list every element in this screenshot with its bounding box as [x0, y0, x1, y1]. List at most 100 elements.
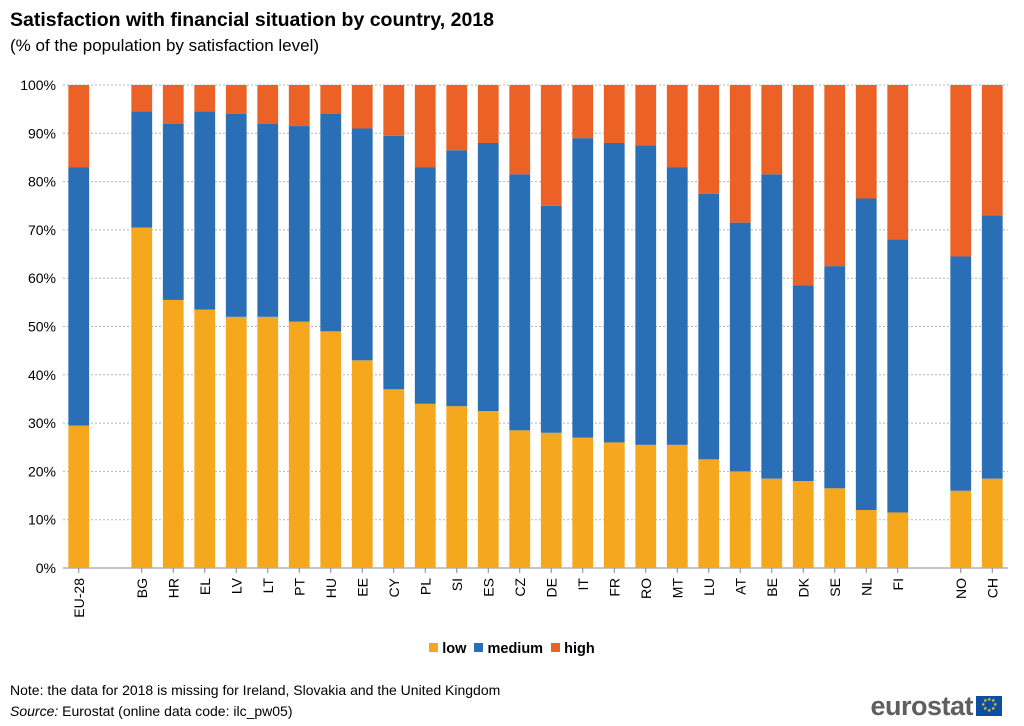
bar-segment-high — [320, 85, 342, 114]
bar-segment-medium — [887, 239, 909, 513]
bar-segment-high — [257, 85, 279, 124]
x-tick-label: EE — [354, 578, 370, 597]
bar-segment-medium — [194, 111, 216, 310]
x-tick-label: DK — [795, 577, 811, 597]
bar-segment-medium — [131, 111, 153, 228]
bar-segment-medium — [162, 123, 184, 300]
legend-item-high: high — [551, 641, 595, 657]
bar-segment-high — [414, 85, 436, 168]
bar-segment-low — [509, 430, 531, 568]
legend-item-low: low — [429, 641, 466, 657]
bar-segment-medium — [477, 142, 499, 412]
x-tick-label: BG — [134, 578, 150, 598]
y-tick-label: 30% — [28, 415, 56, 431]
bar-segment-low — [225, 316, 247, 568]
y-tick-label: 100% — [20, 77, 56, 93]
bar-segment-low — [855, 510, 877, 568]
x-tick-label: CH — [984, 578, 1000, 598]
bar-segment-low — [257, 316, 279, 568]
x-tick-label: NO — [953, 578, 969, 599]
bar-segment-high — [950, 85, 972, 257]
bar-segment-high — [194, 85, 216, 112]
bar-segment-high — [477, 85, 499, 143]
bar-segment-medium — [383, 135, 405, 390]
x-tick-label: AT — [732, 578, 748, 595]
x-tick-label: MT — [669, 578, 685, 599]
x-tick-label: BE — [764, 578, 780, 597]
bar-segment-low — [792, 481, 814, 568]
bar-segment-low — [698, 459, 720, 568]
bar-segment-medium — [635, 145, 657, 445]
y-tick-label: 80% — [28, 174, 56, 190]
bar-segment-high — [761, 85, 783, 175]
source-label: Source: — [10, 703, 59, 719]
legend-swatch-high — [551, 643, 561, 652]
y-tick-label: 20% — [28, 463, 56, 479]
x-tick-label: LV — [228, 577, 244, 594]
bar-segment-high — [446, 85, 468, 151]
bar-segment-low — [666, 444, 688, 568]
x-tick-label: SE — [827, 578, 843, 597]
bar-segment-high — [603, 85, 625, 143]
legend-label-medium: medium — [487, 641, 544, 657]
x-tick-label: PT — [291, 578, 307, 596]
x-tick-label: FR — [606, 578, 622, 597]
x-tick-label: NL — [858, 578, 874, 596]
y-tick-label: 40% — [28, 367, 56, 383]
bar-segment-high — [540, 85, 562, 206]
bar-segment-high — [887, 85, 909, 240]
stacked-bar-chart: 0% 10% 20% 30% 40% 50% 60% 70% 80% 90% 100% EU-28 BG… — [20, 77, 1008, 618]
eu-flag-icon: ★ ★ ★ ★ ★ ★ ★ ★ — [976, 696, 1002, 716]
x-tick-label: RO — [638, 578, 654, 599]
bar-segment-high — [824, 85, 846, 267]
bar-segment-low — [446, 406, 468, 568]
bar-segment-high — [68, 85, 90, 168]
bar-segment-low — [950, 490, 972, 568]
legend-label-low: low — [442, 641, 467, 657]
bar-segment-low — [288, 321, 310, 568]
bar-segment-high — [855, 85, 877, 199]
bar-segment-medium — [729, 222, 751, 472]
bar-segment-high — [666, 85, 688, 168]
x-tick-label: EL — [197, 578, 213, 595]
bar-segment-high — [351, 85, 373, 129]
bar-segment-low — [540, 432, 562, 568]
eurostat-logo: eurostat ★ ★ ★ ★ ★ ★ ★ ★ — [870, 692, 1002, 720]
bar-segment-medium — [257, 123, 279, 317]
bar-segment-medium — [855, 198, 877, 511]
bar-segment-high — [131, 85, 153, 112]
footnote: Note: the data for 2018 is missing for I… — [10, 682, 501, 698]
bar-segment-medium — [225, 113, 247, 317]
eurostat-logo-text: eurostat — [870, 691, 973, 721]
bar-segment-medium — [446, 150, 468, 407]
bar-segment-medium — [288, 126, 310, 322]
bar-segment-medium — [351, 128, 373, 361]
bar-segment-low — [887, 512, 909, 568]
bar-segment-low — [729, 471, 751, 568]
x-tick-label: SI — [449, 578, 465, 591]
bar-segment-low — [131, 227, 153, 569]
x-tick-label: ES — [480, 578, 496, 597]
y-tick-label: 70% — [28, 222, 56, 238]
bar-segment-medium — [509, 174, 531, 431]
x-tick-label: IT — [575, 578, 591, 591]
legend-swatch-medium — [474, 643, 484, 652]
x-tick-label: PL — [417, 578, 433, 595]
bar-segment-high — [383, 85, 405, 136]
bar-segment-medium — [792, 285, 814, 482]
bar-segment-low — [68, 425, 90, 568]
bar-segment-high — [635, 85, 657, 146]
bar-segment-low — [635, 444, 657, 568]
bar-segment-medium — [981, 215, 1003, 479]
bar-segment-low — [383, 389, 405, 568]
legend-item-medium: medium — [474, 641, 543, 657]
bar-segment-low — [981, 478, 1003, 568]
legend-swatch-low — [429, 643, 439, 652]
bar-segment-low — [824, 488, 846, 568]
bar-segment-medium — [698, 193, 720, 460]
y-tick-label: 10% — [28, 512, 56, 528]
bar-segment-high — [698, 85, 720, 194]
bar-segment-high — [792, 85, 814, 286]
bar-segment-medium — [414, 167, 436, 404]
x-tick-label: HU — [323, 578, 339, 598]
